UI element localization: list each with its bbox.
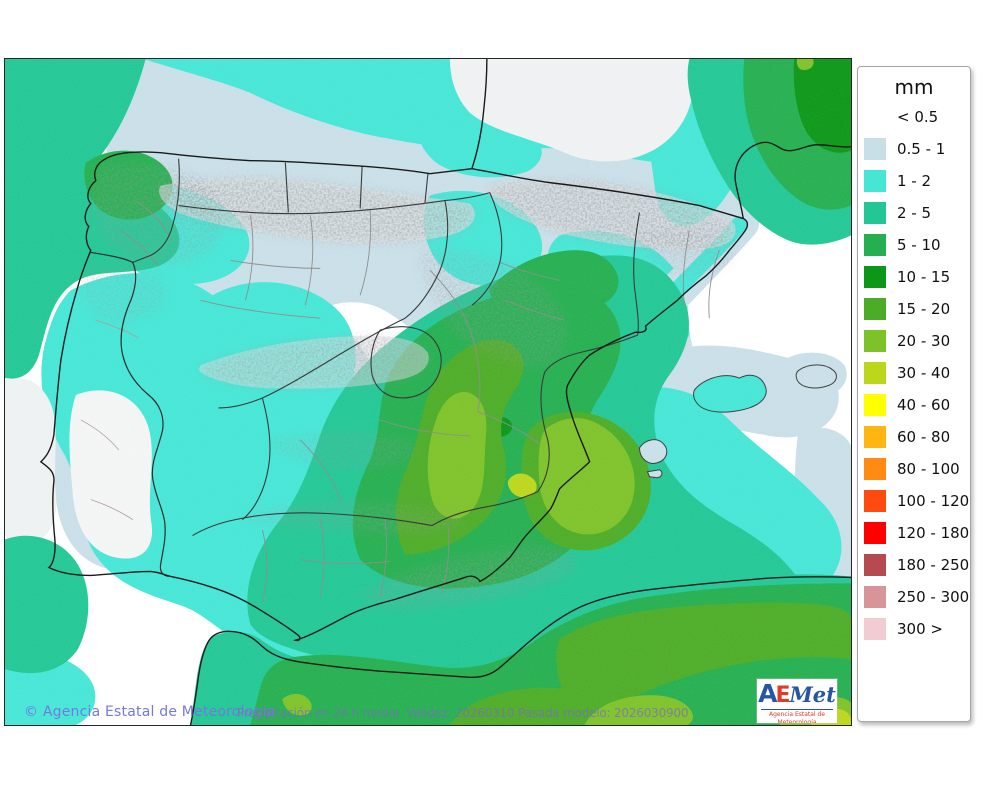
- legend-swatch-r120_180: [864, 522, 886, 544]
- legend-row-r180_250: 180 - 250: [858, 549, 970, 581]
- legend-row-r20_30: 20 - 30: [858, 325, 970, 357]
- coast-france-mediterranean: [734, 141, 851, 219]
- legend-swatch-r250_300: [864, 586, 886, 608]
- region-boundaries: [132, 158, 641, 537]
- coast-iberia: [39, 151, 749, 642]
- legend-label-r120_180: 120 - 180: [897, 524, 970, 542]
- logo-letter-a: A: [758, 679, 778, 708]
- legend-row-r05_1: 0.5 - 1: [858, 133, 970, 165]
- legend-row-r60_80: 60 - 80: [858, 421, 970, 453]
- legend-swatch-r80_100: [864, 458, 886, 480]
- legend-swatch-r60_80: [864, 426, 886, 448]
- coast-africa: [189, 576, 851, 725]
- province-boundaries: [120, 200, 720, 602]
- legend-label-lt05: < 0.5: [897, 108, 939, 126]
- legend-row-r15_20: 15 - 20: [858, 293, 970, 325]
- legend-title: mm: [894, 75, 934, 99]
- legend-swatch-r5_10: [864, 234, 886, 256]
- portugal-border: [90, 251, 169, 578]
- legend-rows: < 0.5 0.5 - 1 1 - 2 2 - 5 5 - 10 10 - 15 15 - …: [858, 101, 970, 645]
- legend-row-r40_60: 40 - 60: [858, 389, 970, 421]
- legend-label-r2_5: 2 - 5: [897, 204, 932, 222]
- legend-label-r80_100: 80 - 100: [897, 460, 960, 478]
- legend-label-r100_120: 100 - 120: [897, 492, 970, 510]
- legend-label-r5_10: 5 - 10: [897, 236, 941, 254]
- legend-swatch-r2_5: [864, 202, 886, 224]
- legend-row-r2_5: 2 - 5: [858, 197, 970, 229]
- coastline: [39, 59, 851, 725]
- legend-row-r80_100: 80 - 100: [858, 453, 970, 485]
- legend-label-gt300: 300 >: [897, 620, 943, 638]
- legend-label-r60_80: 60 - 80: [897, 428, 951, 446]
- legend-row-r1_2: 1 - 2: [858, 165, 970, 197]
- legend-label-r250_300: 250 - 300: [897, 588, 970, 606]
- legend-row-lt05: < 0.5: [858, 101, 970, 133]
- legend-label-r40_60: 40 - 60: [897, 396, 951, 414]
- legend-label-r180_250: 180 - 250: [897, 556, 970, 574]
- legend-swatch-gt300: [864, 618, 886, 640]
- legend-row-r10_15: 10 - 15: [858, 261, 970, 293]
- legend-swatch-r100_120: [864, 490, 886, 512]
- dither-texture: [5, 59, 851, 725]
- portugal-district-boundaries: [80, 319, 139, 520]
- legend-row-r100_120: 100 - 120: [858, 485, 970, 517]
- legend-swatch-r15_20: [864, 298, 886, 320]
- map-canvas: [5, 59, 851, 725]
- aemet-logo-subtitle: Agencia Estatal de Meteorología: [761, 709, 833, 723]
- legend-swatch-r30_40: [864, 362, 886, 384]
- logo-letter-e: E: [775, 683, 791, 708]
- legend-row-r250_300: 250 - 300: [858, 581, 970, 613]
- aemet-wordmark: AEMet: [757, 679, 837, 708]
- copyright-text: © Agencia Estatal de Meteorología: [24, 704, 276, 720]
- legend-swatch-r10_15: [864, 266, 886, 288]
- aemet-logo: AEMet Agencia Estatal de Meteorología: [757, 679, 837, 723]
- legend-label-r05_1: 0.5 - 1: [897, 140, 946, 158]
- legend-row-gt300: 300 >: [858, 613, 970, 645]
- legend-row-r120_180: 120 - 180: [858, 517, 970, 549]
- legend-swatch-r05_1: [864, 138, 886, 160]
- legend-label-r15_20: 15 - 20: [897, 300, 951, 318]
- legend-swatch-r1_2: [864, 170, 886, 192]
- legend-label-r1_2: 1 - 2: [897, 172, 932, 190]
- coast-france-atlantic: [471, 59, 488, 169]
- legend-label-r20_30: 20 - 30: [897, 332, 951, 350]
- legend-label-r30_40: 30 - 40: [897, 364, 951, 382]
- legend-swatch-r40_60: [864, 394, 886, 416]
- precipitation-map: [4, 58, 852, 726]
- logo-letter-met: Met: [789, 682, 836, 707]
- legend-label-r10_15: 10 - 15: [897, 268, 951, 286]
- legend-row-r30_40: 30 - 40: [858, 357, 970, 389]
- legend-row-r5_10: 5 - 10: [858, 229, 970, 261]
- map-caption-text: Precipitación en 24 h media. Validez: 20…: [237, 706, 689, 720]
- legend-swatch-r180_250: [864, 554, 886, 576]
- legend-panel: mm < 0.5 0.5 - 1 1 - 2 2 - 5 5 - 10 10 - 15 15…: [857, 66, 971, 722]
- legend-swatch-r20_30: [864, 330, 886, 352]
